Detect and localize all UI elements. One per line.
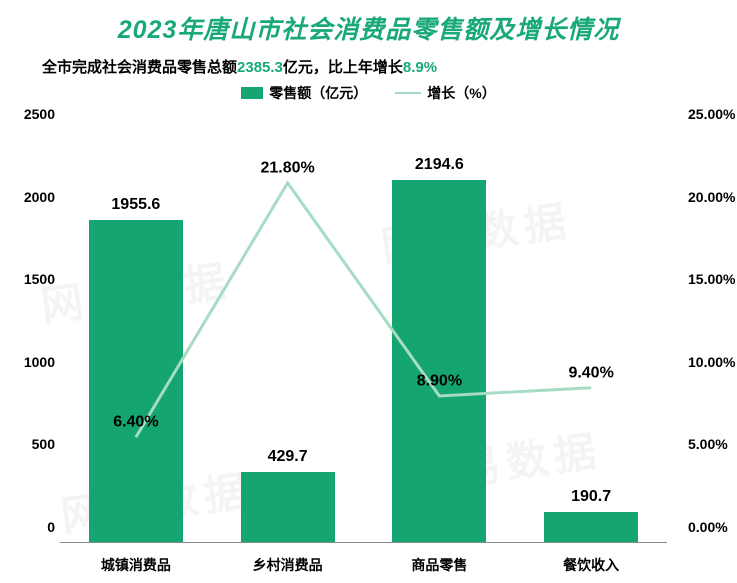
y-right-tick: 0.00%	[688, 519, 737, 535]
legend-bar-label: 零售额（亿元）	[269, 83, 367, 103]
legend-line-item: 增长（%）	[395, 83, 495, 103]
subtitle-value-1: 2385.3	[237, 59, 283, 76]
y-left-tick: 2500	[0, 106, 55, 122]
y-right-tick: 10.00%	[688, 354, 737, 370]
y-left-tick: 1000	[0, 354, 55, 370]
x-baseline	[60, 542, 667, 543]
x-category-label: 乡村消费品	[212, 555, 364, 575]
y-right-tick: 5.00%	[688, 436, 737, 452]
x-axis: 城镇消费品乡村消费品商品零售餐饮收入	[60, 555, 667, 575]
y-left-tick: 0	[0, 519, 55, 535]
y-right-tick: 20.00%	[688, 189, 737, 205]
subtitle-value-2: 8.9%	[403, 59, 437, 76]
y-left-tick: 1500	[0, 271, 55, 287]
legend-bar-swatch	[241, 87, 263, 99]
y-axis-left: 05001000150020002500	[0, 130, 55, 543]
y-left-tick: 2000	[0, 189, 55, 205]
subtitle-prefix: 全市完成社会消费品零售总额	[42, 59, 237, 76]
y-axis-right: 0.00%5.00%10.00%15.00%20.00%25.00%	[682, 130, 737, 543]
chart-subtitle: 全市完成社会消费品零售总额2385.3亿元，比上年增长8.9%	[42, 56, 737, 77]
line-value-label: 6.40%	[113, 414, 158, 432]
y-right-tick: 15.00%	[688, 271, 737, 287]
x-category-label: 餐饮收入	[515, 555, 667, 575]
legend-line-label: 增长（%）	[427, 83, 495, 103]
growth-line	[60, 130, 667, 543]
x-category-label: 城镇消费品	[60, 555, 212, 575]
y-left-tick: 500	[0, 436, 55, 452]
legend: 零售额（亿元） 增长（%）	[0, 83, 737, 103]
subtitle-mid: 亿元，比上年增长	[283, 59, 403, 76]
line-value-label: 9.40%	[568, 364, 613, 382]
line-value-label: 8.90%	[417, 373, 462, 391]
line-value-label: 21.80%	[260, 159, 314, 177]
legend-bar-item: 零售额（亿元）	[241, 83, 367, 103]
chart-plot-area: 1955.6429.72194.6190.7 6.40%21.80%8.90%9…	[60, 130, 667, 543]
chart-title: 2023年唐山市社会消费品零售额及增长情况	[0, 0, 737, 46]
legend-line-swatch	[395, 92, 421, 94]
x-category-label: 商品零售	[364, 555, 516, 575]
y-right-tick: 25.00%	[688, 106, 737, 122]
